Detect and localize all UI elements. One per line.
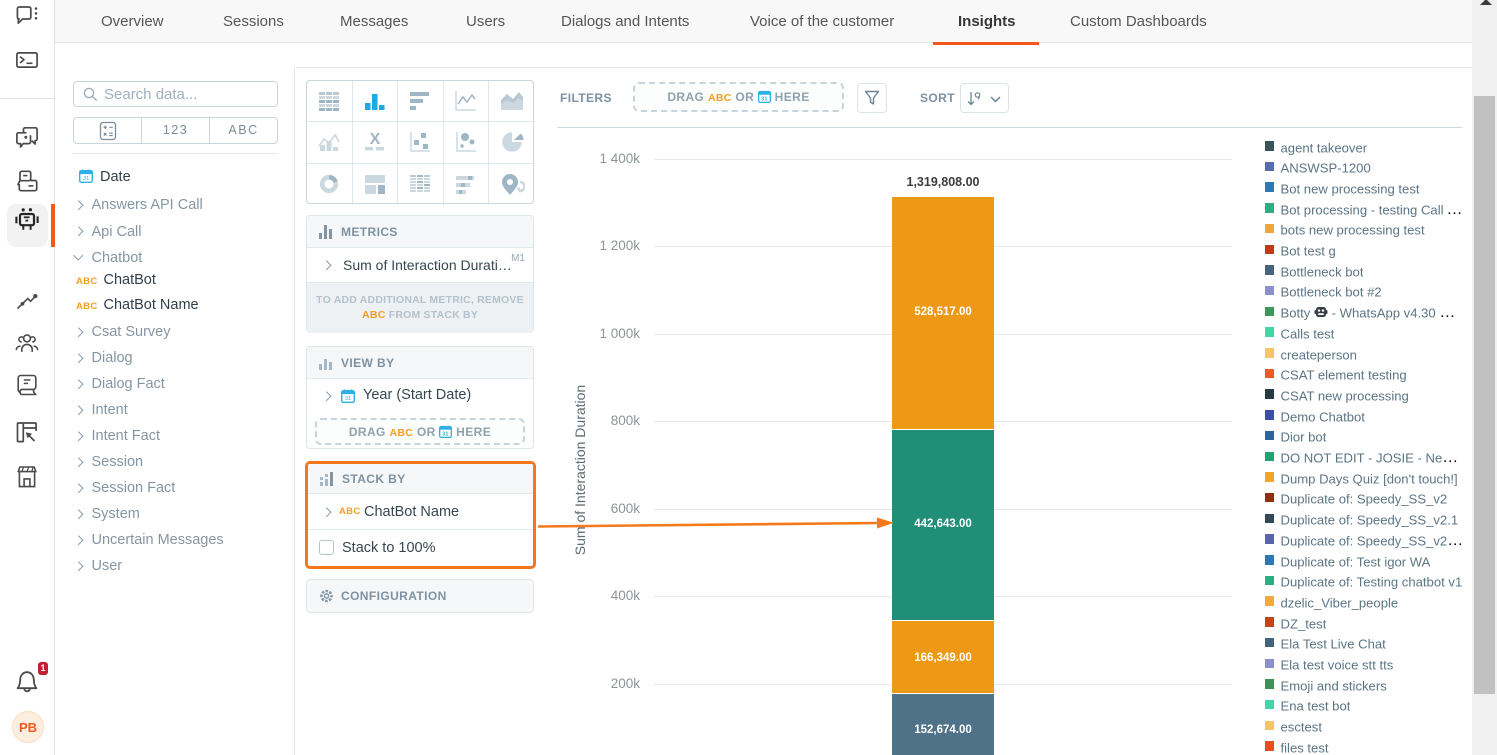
svg-text:31: 31: [345, 396, 351, 402]
svg-text:31: 31: [83, 176, 89, 182]
svg-text:31: 31: [443, 431, 449, 437]
svg-text:31: 31: [761, 96, 767, 102]
svg-text:X: X: [370, 131, 381, 148]
